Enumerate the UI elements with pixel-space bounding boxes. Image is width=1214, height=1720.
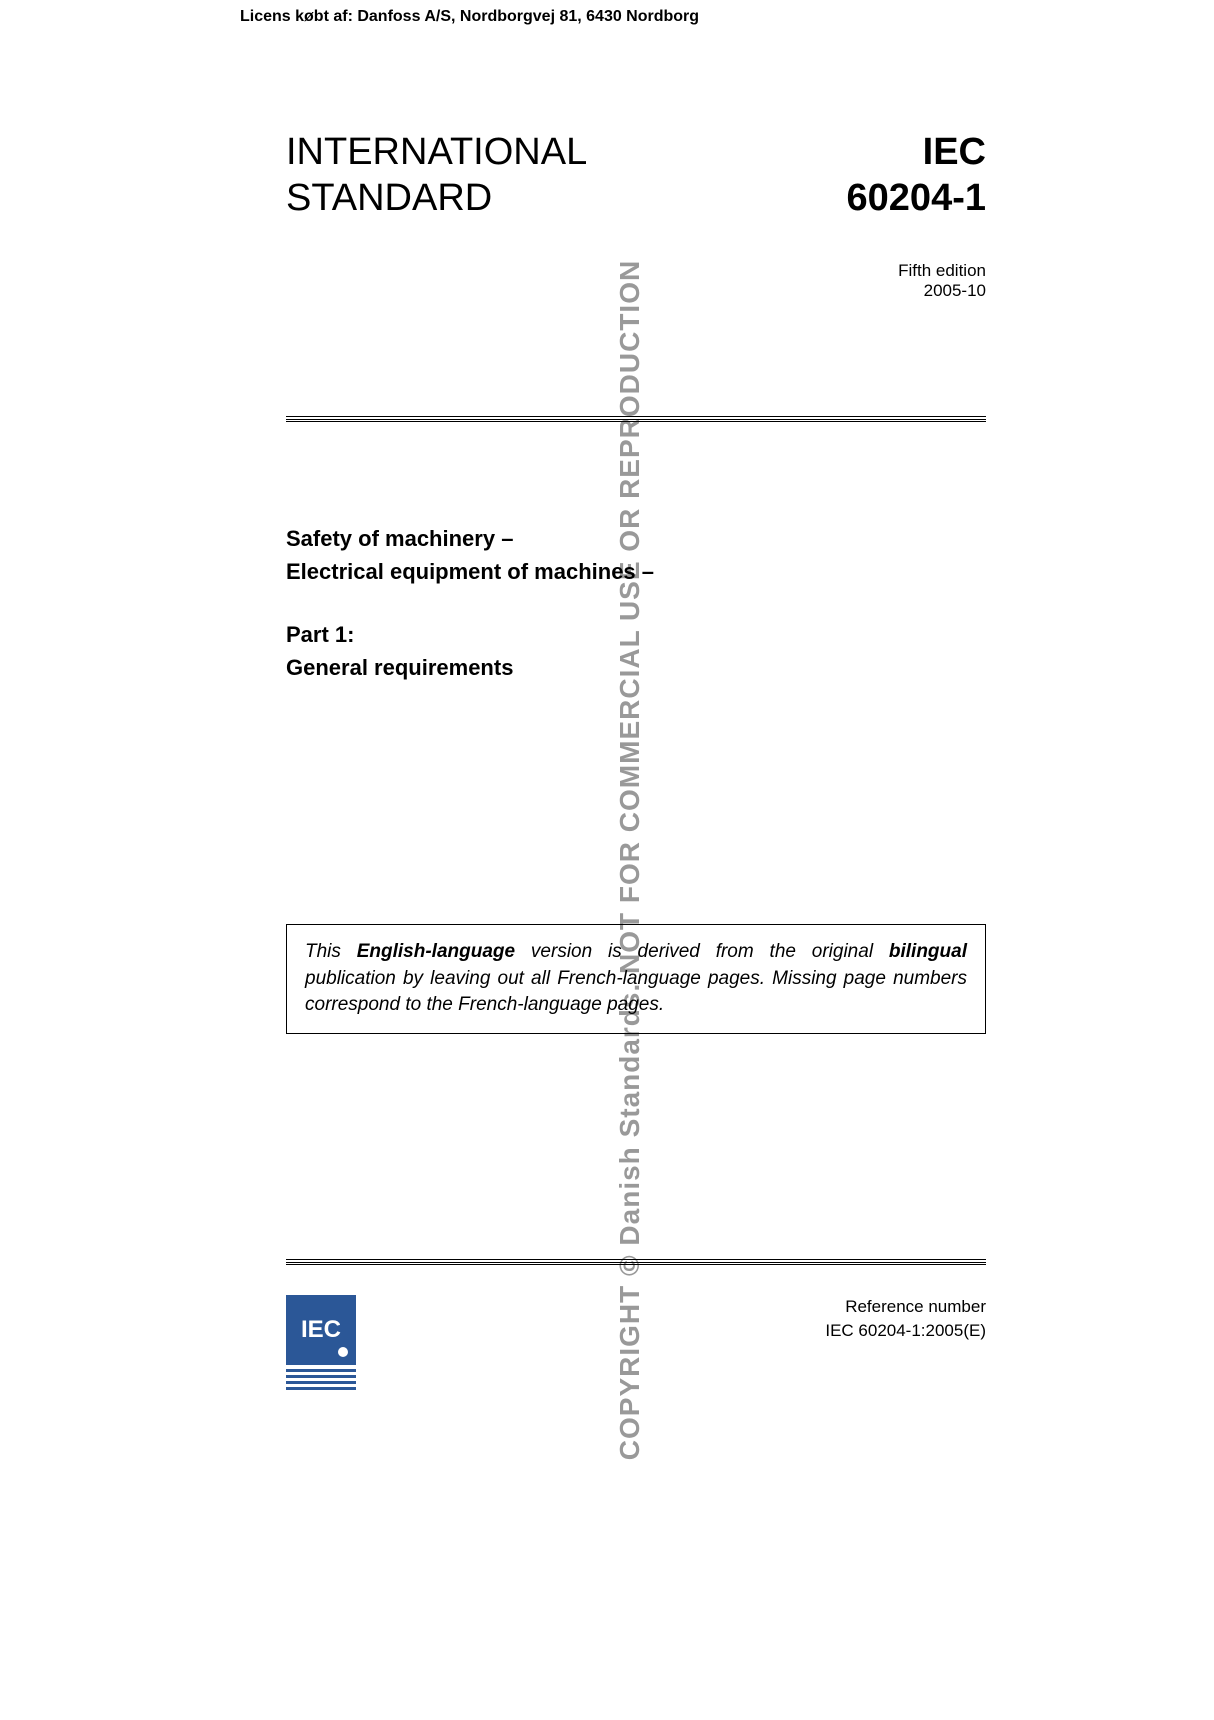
document-type-title: INTERNATIONAL STANDARD — [286, 130, 587, 221]
note-bold2: bilingual — [889, 941, 967, 962]
iec-logo: IEC — [286, 1295, 356, 1365]
language-note-box: This English-language version is derived… — [286, 924, 986, 1034]
edition-line2: 2005-10 — [924, 281, 986, 300]
title-right-line2: 60204-1 — [847, 177, 986, 219]
note-bold1: English-language — [357, 941, 515, 962]
subject-block: Safety of machinery – Electrical equipme… — [286, 522, 986, 588]
edition-line1: Fifth edition — [898, 261, 986, 280]
standard-number: IEC 60204-1 — [847, 130, 986, 221]
footer-row: IEC Reference number IEC 60204-1:2005(E) — [286, 1295, 986, 1393]
ref-label: Reference number — [845, 1297, 986, 1316]
logo-decorative-lines — [286, 1369, 356, 1390]
part-line1: Part 1: — [286, 622, 354, 647]
title-left-line1: INTERNATIONAL — [286, 131, 587, 173]
edition-info: Fifth edition 2005-10 — [286, 261, 986, 301]
reference-block: Reference number IEC 60204-1:2005(E) — [825, 1295, 986, 1343]
title-right-line1: IEC — [923, 131, 986, 173]
subject-line2: Electrical equipment of machines – — [286, 559, 654, 584]
part-block: Part 1: General requirements — [286, 618, 986, 684]
ref-number: IEC 60204-1:2005(E) — [825, 1321, 986, 1340]
note-mid1: version is derived from the original — [515, 941, 889, 962]
license-header: Licens købt af: Danfoss A/S, Nordborgvej… — [240, 8, 699, 26]
separator-line-top — [286, 416, 986, 422]
main-content: INTERNATIONAL STANDARD IEC 60204-1 Fifth… — [286, 130, 986, 1393]
part-line2: General requirements — [286, 655, 513, 680]
logo-block: IEC — [286, 1295, 356, 1393]
separator-line-bottom — [286, 1259, 986, 1265]
logo-text: IEC — [301, 1316, 341, 1344]
title-row: INTERNATIONAL STANDARD IEC 60204-1 — [286, 130, 986, 221]
note-pre: This — [305, 941, 357, 962]
note-post: publication by leaving out all French-la… — [305, 968, 967, 1016]
title-left-line2: STANDARD — [286, 177, 492, 219]
subject-line1: Safety of machinery – — [286, 526, 513, 551]
